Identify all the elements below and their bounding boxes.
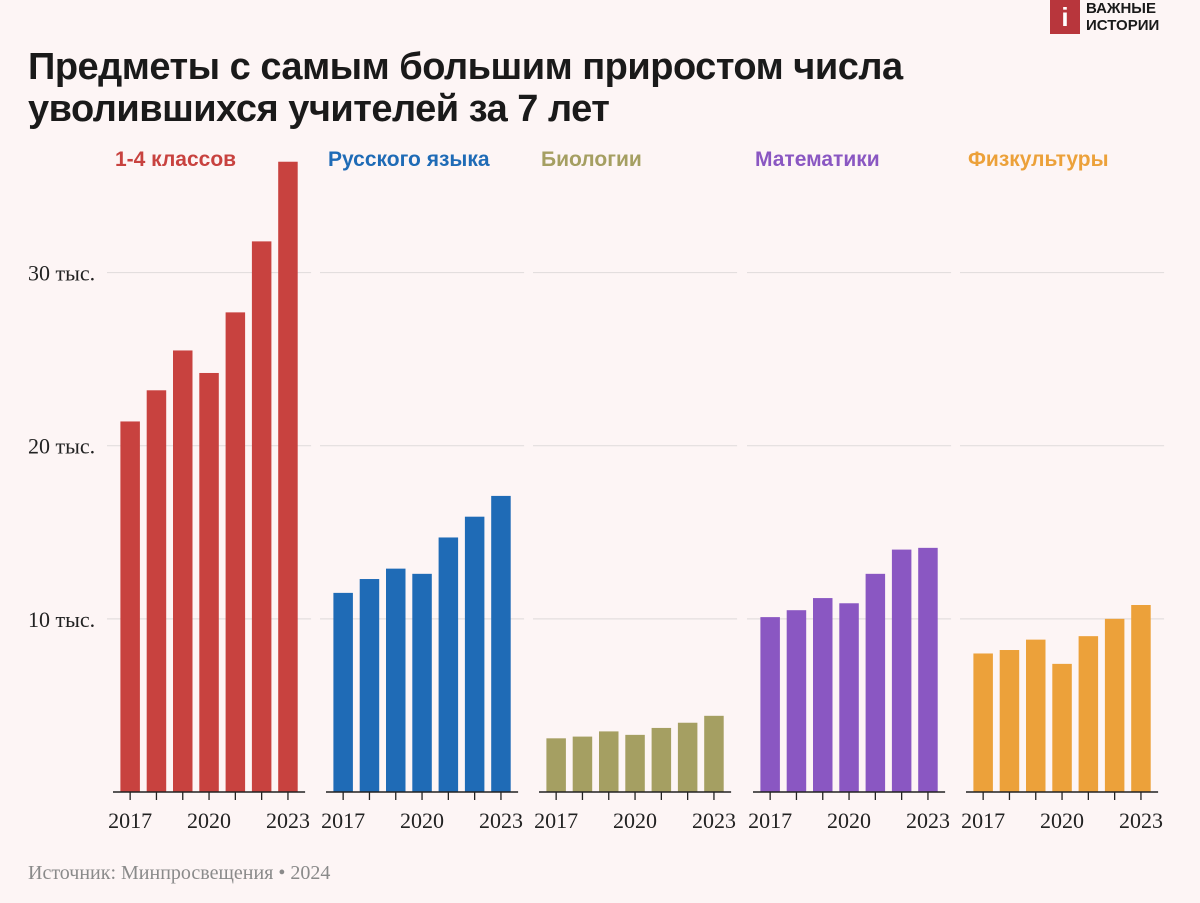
x-tick-label: 2020 (827, 808, 871, 833)
x-tick-label: 2017 (321, 808, 365, 833)
bar-2019 (599, 731, 619, 792)
panel-title: Русского языка (328, 148, 490, 171)
y-tick-label: 10 тыс. (28, 607, 95, 632)
bar-2018 (786, 610, 807, 792)
bar-2021 (651, 727, 672, 792)
bar-2023 (918, 547, 938, 792)
bar-2021 (1078, 636, 1099, 792)
bar-2018 (999, 650, 1020, 792)
x-tick-label: 2023 (1119, 808, 1163, 833)
bar-2017 (546, 738, 566, 792)
bar-2018 (359, 579, 380, 792)
x-tick-label: 2017 (961, 808, 1005, 833)
x-tick-label: 2023 (692, 808, 736, 833)
bar-2022 (891, 549, 912, 792)
x-tick-label: 2023 (266, 808, 310, 833)
bar-2020 (412, 573, 432, 792)
bar-2023 (1131, 604, 1151, 792)
x-tick-label: 2023 (479, 808, 523, 833)
x-tick-label: 2020 (1040, 808, 1084, 833)
x-tick-label: 2020 (187, 808, 231, 833)
logo-mark-icon: i (1050, 0, 1080, 34)
panel-title: Физкультуры (968, 148, 1109, 171)
bar-2017 (973, 653, 993, 792)
logo-line-1: ВАЖНЫЕ (1086, 0, 1156, 17)
bar-2018 (572, 736, 593, 792)
bar-2023 (491, 495, 511, 792)
panel-title: Биологии (541, 148, 642, 171)
x-tick-label: 2023 (906, 808, 950, 833)
panel-title: Математики (755, 148, 880, 171)
x-tick-label: 2020 (400, 808, 444, 833)
bar-2023 (278, 161, 298, 792)
source-note: Источник: Минпросвещения • 2024 (28, 862, 331, 884)
bar-2020 (625, 734, 645, 792)
y-tick-label: 30 тыс. (28, 261, 95, 286)
x-tick-label: 2017 (534, 808, 578, 833)
bar-2019 (1026, 639, 1046, 792)
bar-2021 (438, 537, 459, 792)
bar-2017 (120, 421, 140, 792)
bar-2022 (677, 722, 698, 792)
bar-2022 (464, 516, 485, 792)
bar-2017 (333, 592, 353, 792)
chart-title: Предметы с самым большим приростом числа… (28, 46, 903, 130)
y-tick-label: 20 тыс. (28, 434, 95, 459)
bar-2019 (386, 568, 406, 792)
x-tick-label: 2020 (613, 808, 657, 833)
bar-2022 (1104, 618, 1125, 792)
bar-2017 (760, 617, 780, 792)
bar-2021 (225, 312, 246, 792)
bar-2020 (1052, 663, 1072, 792)
panel-title: 1-4 классов (115, 148, 236, 171)
logo-mark-letter: i (1061, 2, 1069, 32)
logo-text: ВАЖНЫЕ ИСТОРИИ (1086, 0, 1159, 34)
bar-2023 (704, 715, 724, 792)
bar-2020 (839, 603, 859, 792)
bar-2020 (199, 372, 219, 792)
bar-2018 (146, 390, 167, 792)
bar-2019 (173, 350, 193, 792)
x-tick-label: 2017 (748, 808, 792, 833)
bar-2019 (813, 598, 833, 792)
bar-2022 (251, 241, 272, 792)
logo-line-2: ИСТОРИИ (1086, 17, 1160, 34)
x-tick-label: 2017 (108, 808, 152, 833)
bar-2021 (865, 573, 886, 792)
